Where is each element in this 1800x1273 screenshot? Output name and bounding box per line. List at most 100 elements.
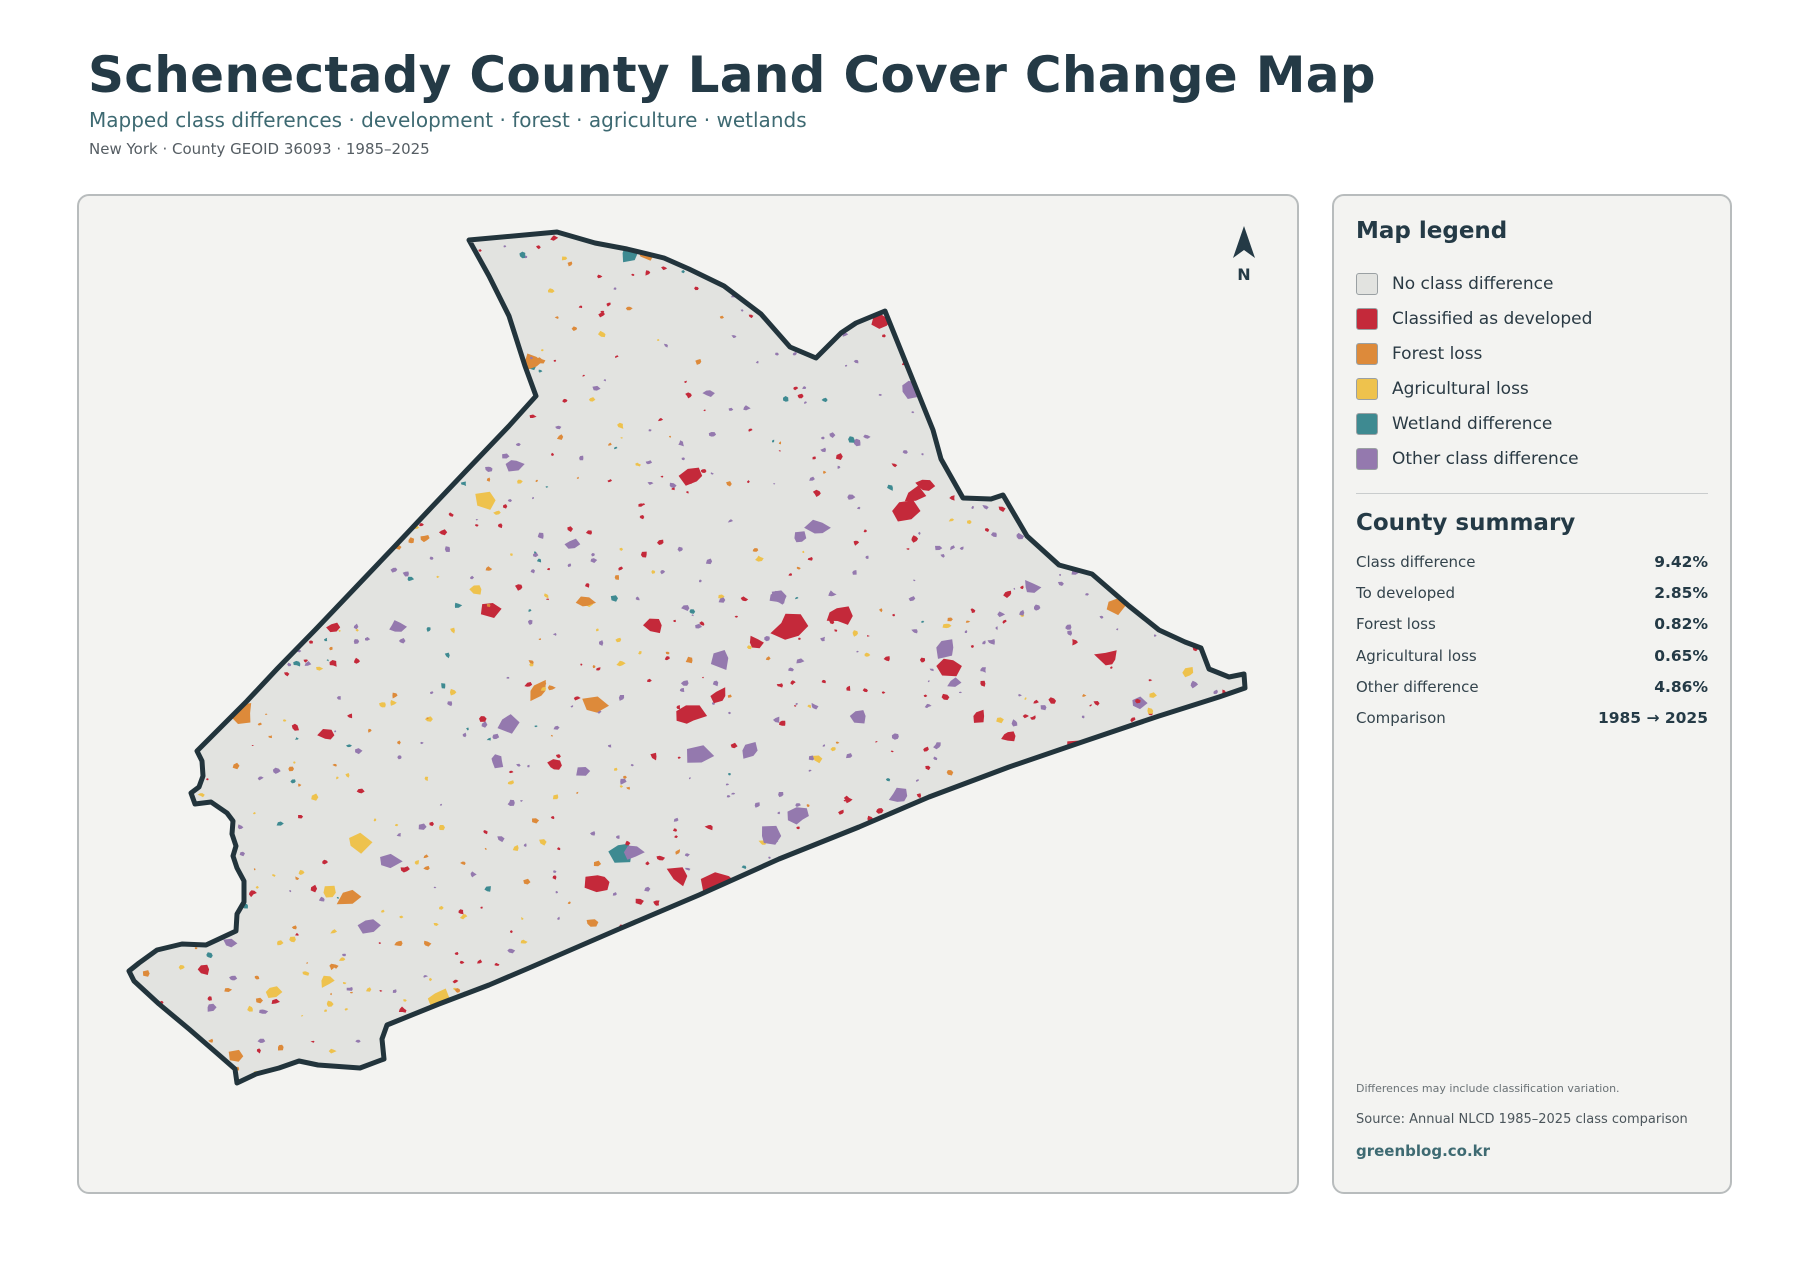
change-patch (608, 843, 632, 863)
change-patch (419, 1023, 426, 1028)
change-patch (1114, 441, 1129, 454)
change-patch (940, 554, 945, 558)
change-patch (750, 1061, 756, 1065)
change-patch (996, 1011, 1002, 1019)
county-map[interactable]: N (79, 196, 1299, 1194)
change-patch (980, 667, 986, 673)
change-patch (216, 843, 222, 847)
change-patch (716, 1033, 723, 1040)
change-patch (429, 977, 432, 982)
change-patch (665, 651, 670, 655)
change-patch (505, 364, 512, 368)
change-patch (581, 949, 589, 955)
change-patch (958, 691, 962, 694)
change-patch (925, 765, 931, 771)
change-patch (1120, 1032, 1127, 1038)
change-patch (639, 515, 645, 520)
change-patch (890, 750, 894, 753)
change-patch (726, 795, 731, 798)
change-patch (138, 850, 144, 855)
change-patch (204, 685, 209, 689)
change-patch (154, 460, 161, 467)
change-patch (355, 748, 363, 755)
change-patch (398, 1006, 407, 1013)
change-patch (927, 920, 933, 925)
change-patch (327, 568, 330, 570)
change-patch (571, 326, 578, 331)
change-patch (896, 954, 900, 957)
change-patch (317, 729, 335, 740)
change-patch (951, 837, 954, 840)
change-patch (227, 531, 230, 534)
change-patch (684, 380, 687, 383)
change-patch (177, 1028, 182, 1032)
legend-item-no-difference: No class difference (1356, 266, 1716, 301)
change-patch (1105, 541, 1115, 550)
credit-link[interactable]: greenblog.co.kr (1356, 1142, 1491, 1160)
change-patch (287, 662, 292, 667)
change-patch (183, 488, 191, 492)
change-patch (1204, 568, 1208, 571)
change-patch (505, 460, 525, 472)
change-patch (728, 407, 734, 411)
change-patch (405, 422, 413, 428)
change-patch (311, 367, 316, 370)
change-patch (1089, 704, 1092, 707)
change-patch (1164, 233, 1172, 239)
change-patch (178, 965, 185, 970)
change-patch (450, 1061, 454, 1064)
change-patch (914, 894, 939, 911)
change-patch (232, 762, 240, 770)
change-patch (1198, 535, 1202, 539)
change-patch (758, 947, 766, 954)
change-patch (985, 338, 989, 342)
change-patch (1025, 580, 1042, 593)
change-patch (987, 868, 1009, 887)
change-patch (253, 812, 256, 815)
change-patch (197, 964, 210, 975)
north-label: N (1237, 265, 1250, 284)
change-patch (968, 360, 990, 378)
summary-label: Agricultural loss (1356, 646, 1477, 665)
change-patch (395, 374, 400, 377)
change-patch (547, 568, 550, 571)
change-patch (542, 681, 547, 686)
change-patch (1003, 590, 1012, 598)
change-patch (875, 879, 882, 886)
change-patch (1101, 864, 1108, 870)
change-patch (347, 713, 353, 719)
county-area[interactable] (129, 232, 1245, 1083)
change-patch (422, 268, 427, 272)
swatch-agricultural-loss (1356, 377, 1378, 400)
change-patch (176, 722, 184, 728)
change-patch (645, 270, 651, 276)
change-patch (274, 395, 282, 402)
change-patch (160, 1039, 166, 1044)
change-patch (727, 519, 734, 523)
change-patch (427, 407, 433, 414)
change-patch (294, 616, 304, 624)
change-patch (1176, 540, 1181, 543)
change-patch (1179, 307, 1183, 310)
change-patch (734, 615, 739, 618)
change-patch (471, 422, 478, 428)
change-patch (507, 499, 512, 502)
change-patch (835, 741, 840, 744)
change-patch (394, 940, 403, 946)
change-patch (1216, 633, 1226, 640)
map-panel[interactable]: N (77, 194, 1299, 1194)
change-patch (778, 792, 784, 798)
change-patch (327, 500, 332, 504)
change-patch (466, 727, 469, 731)
change-patch (991, 407, 994, 410)
change-patch (770, 613, 809, 640)
change-patch (965, 620, 971, 623)
change-patch (960, 1072, 965, 1075)
change-patch (1145, 331, 1153, 336)
summary-label: Forest loss (1356, 615, 1436, 634)
change-patch (965, 304, 970, 309)
change-patch (248, 581, 255, 585)
change-patch (1130, 938, 1133, 942)
change-patch (276, 354, 281, 359)
change-patch (860, 297, 866, 303)
